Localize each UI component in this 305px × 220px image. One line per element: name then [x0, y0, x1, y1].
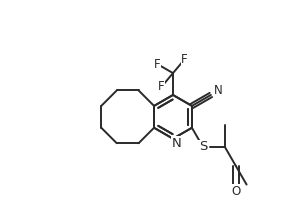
- Text: N: N: [214, 84, 223, 97]
- Text: S: S: [199, 140, 207, 153]
- Text: O: O: [231, 185, 240, 198]
- Text: N: N: [171, 137, 181, 150]
- Text: F: F: [181, 53, 188, 66]
- Text: F: F: [154, 58, 161, 71]
- Text: F: F: [158, 80, 165, 93]
